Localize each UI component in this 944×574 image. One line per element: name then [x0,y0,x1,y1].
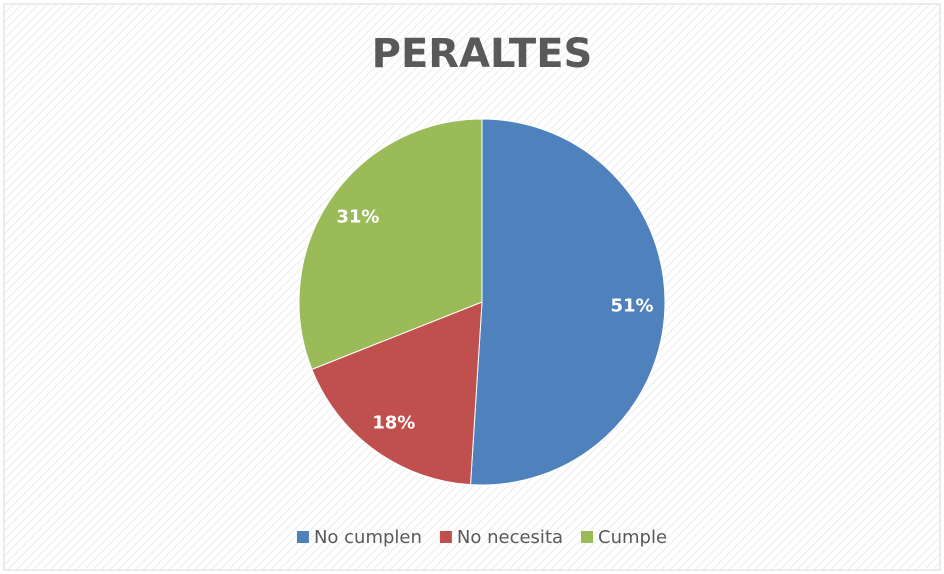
pie-slice [298,118,483,371]
data-label: 51% [610,296,653,317]
pie-slice [469,118,666,486]
legend-swatch [296,531,309,543]
legend-swatch [581,531,594,543]
data-label: 18% [372,412,415,433]
legend-label: Cumple [598,527,667,548]
legend-swatch [439,531,452,543]
data-label: 31% [336,207,379,228]
pie-slice [311,301,483,486]
legend-label: No cumplen [314,527,422,548]
chart-title: PERALTES [372,31,593,77]
legend-label: No necesita [457,527,563,548]
